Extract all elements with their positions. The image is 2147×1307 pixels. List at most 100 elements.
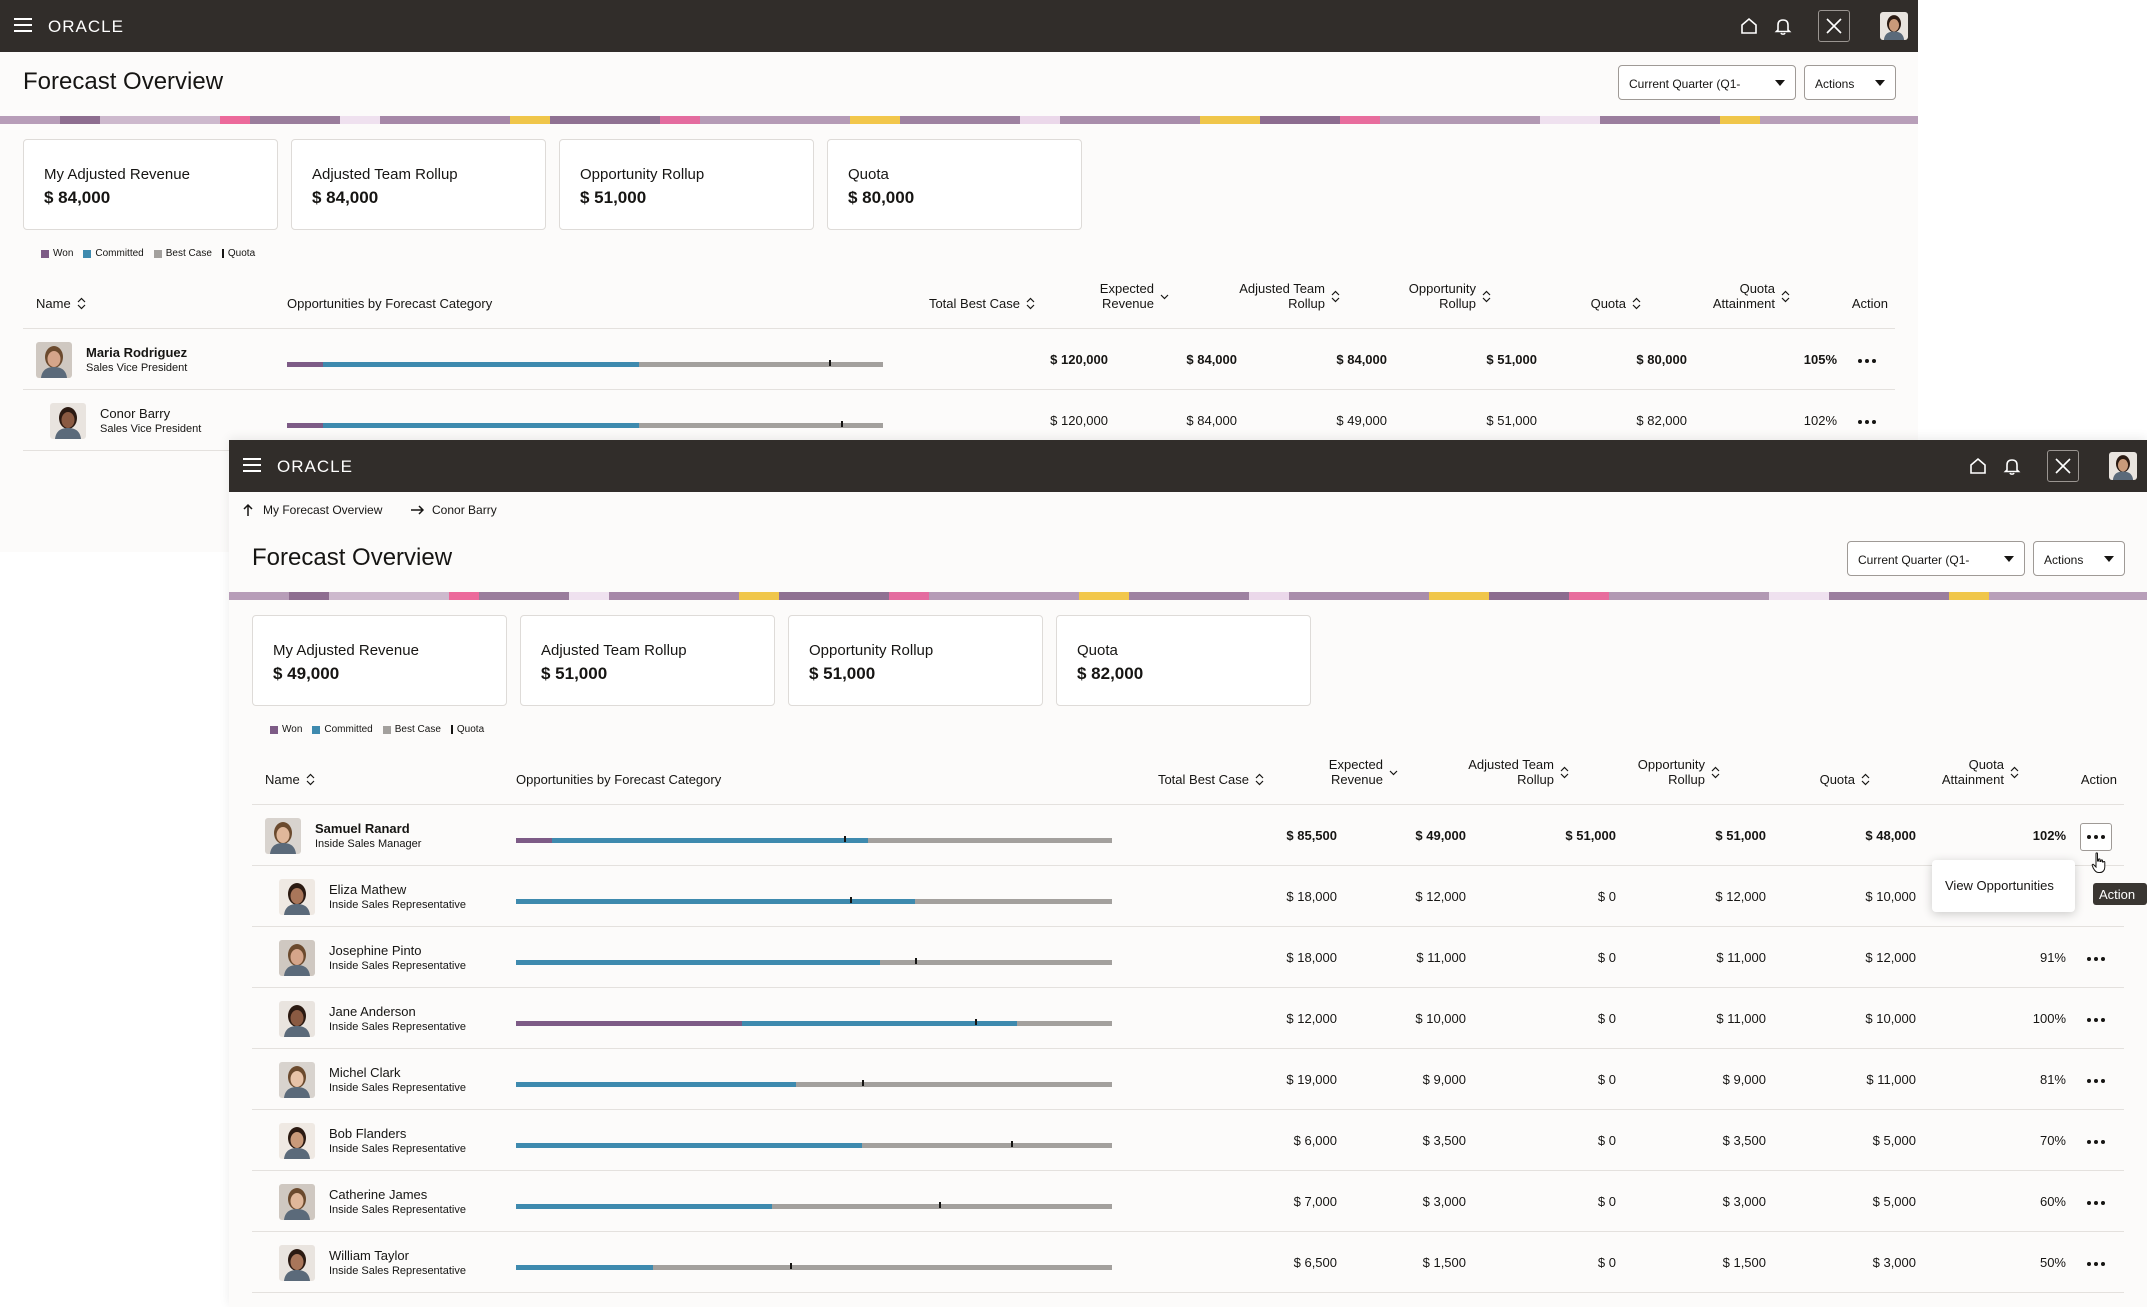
cell-opportunity-rollup: $ 3,000 — [1722, 1194, 1766, 1209]
legend-swatch — [312, 725, 321, 734]
person-name[interactable]: Michel Clark — [329, 1065, 401, 1080]
column-header-quota[interactable]: Quota — [1820, 772, 1870, 787]
legend-quota-marker — [221, 249, 224, 258]
row-action-button[interactable] — [1851, 347, 1883, 375]
legend-quota-marker — [450, 725, 453, 734]
person-name[interactable]: Catherine James — [329, 1187, 428, 1202]
cell-attainment: 102% — [1803, 413, 1837, 428]
brand-header: ORACLE — [229, 440, 2147, 492]
customize-icon[interactable] — [2047, 450, 2079, 482]
view-opportunities-menu-item[interactable]: View Opportunities — [1945, 878, 2054, 893]
breadcrumb-parent-label: My Forecast Overview — [263, 503, 383, 517]
person-name[interactable]: Maria Rodriguez — [86, 345, 188, 360]
row-action-button[interactable] — [2080, 1006, 2112, 1034]
person-role: Inside Sales Representative — [329, 960, 466, 972]
quota-marker — [841, 421, 844, 427]
won-segment — [516, 838, 552, 843]
bell-icon[interactable] — [2001, 455, 2023, 477]
home-icon[interactable] — [1738, 15, 1760, 37]
column-header-quota-attainment[interactable]: Quota Attainment — [1713, 281, 1790, 311]
legend-label: Won — [282, 724, 303, 735]
column-header-label: Expected Revenue — [1329, 757, 1383, 787]
hamburger-icon[interactable] — [14, 18, 32, 32]
sort-icon[interactable] — [77, 297, 86, 310]
table-row: Josephine Pinto Inside Sales Representati… — [252, 927, 2124, 988]
actions-button[interactable]: Actions — [2033, 541, 2125, 576]
sort-descending-icon[interactable] — [1389, 766, 1398, 779]
column-header-total-best-case[interactable]: Total Best Case — [1158, 772, 1264, 787]
won-segment — [287, 362, 323, 367]
column-header-adjusted-team-rollup[interactable]: Adjusted Team Rollup — [1468, 757, 1569, 787]
action-menu[interactable]: View Opportunities — [1932, 860, 2075, 912]
column-header-label: Total Best Case — [1157, 772, 1249, 787]
cell-quota: $ 80,000 — [1636, 352, 1687, 367]
legend-label: Quota — [456, 724, 485, 735]
committed-segment — [516, 1265, 654, 1270]
cell-expected-revenue: $ 49,000 — [1415, 828, 1466, 843]
sort-icon[interactable] — [1560, 766, 1569, 779]
column-header-line: Attainment — [1712, 296, 1775, 311]
cell-attainment: 91% — [2039, 950, 2066, 965]
hamburger-icon[interactable] — [243, 458, 261, 472]
column-header-name[interactable]: Name — [265, 772, 315, 787]
row-action-button[interactable] — [2080, 1067, 2112, 1095]
row-action-button[interactable] — [2080, 1250, 2112, 1278]
person-name[interactable]: Eliza Mathew — [329, 882, 407, 897]
cell-adjusted-team-rollup: $ 0 — [1597, 1072, 1616, 1087]
column-header-adjusted-team-rollup[interactable]: Adjusted Team Rollup — [1239, 281, 1340, 311]
home-icon[interactable] — [1967, 455, 1989, 477]
sort-icon[interactable] — [1781, 290, 1790, 303]
cell-adjusted-team-rollup: $ 0 — [1597, 1255, 1616, 1270]
cell-attainment: 81% — [2039, 1072, 2066, 1087]
row-action-button[interactable] — [1851, 408, 1883, 436]
column-header-expected-revenue[interactable]: Expected Revenue — [1329, 757, 1398, 787]
sort-icon[interactable] — [1331, 290, 1340, 303]
column-header-opportunity-rollup[interactable]: Opportunity Rollup — [1409, 281, 1491, 311]
sort-icon[interactable] — [2010, 766, 2019, 779]
column-header-quota-attainment[interactable]: Quota Attainment — [1942, 757, 2019, 787]
column-header-quota[interactable]: Quota — [1591, 296, 1641, 311]
chevron-down-icon — [1775, 80, 1785, 86]
sort-icon[interactable] — [1482, 290, 1491, 303]
period-select[interactable]: Current Quarter (Q1- — [1847, 541, 2025, 576]
customize-icon[interactable] — [1818, 10, 1850, 42]
user-avatar[interactable] — [1880, 12, 1908, 40]
cell-attainment: 100% — [2032, 1011, 2066, 1026]
row-action-button[interactable] — [2080, 1128, 2112, 1156]
row-action-button[interactable] — [2080, 945, 2112, 973]
person-name[interactable]: Samuel Ranard — [315, 821, 410, 836]
sort-descending-icon[interactable] — [1160, 290, 1169, 303]
person-name[interactable]: Josephine Pinto — [329, 943, 422, 958]
period-select[interactable]: Current Quarter (Q1- — [1618, 65, 1796, 100]
sort-icon[interactable] — [1255, 773, 1264, 786]
person-name[interactable]: William Taylor — [329, 1248, 409, 1263]
sort-icon[interactable] — [306, 773, 315, 786]
sort-icon[interactable] — [1632, 297, 1641, 310]
person-name[interactable]: Jane Anderson — [329, 1004, 416, 1019]
column-header-opportunities: Opportunities by Forecast Category — [287, 296, 492, 311]
kpi-card: My Adjusted Revenue $ 49,000 — [252, 615, 507, 706]
sort-icon[interactable] — [1861, 773, 1870, 786]
person-name[interactable]: Bob Flanders — [329, 1126, 407, 1141]
avatar — [279, 1062, 315, 1098]
sort-icon[interactable] — [1711, 766, 1720, 779]
avatar — [265, 818, 301, 854]
user-avatar[interactable] — [2109, 452, 2137, 480]
kpi-card: Adjusted Team Rollup $ 51,000 — [520, 615, 775, 706]
legend-item-won: Won — [41, 248, 73, 259]
cell-total-best-case: $ 19,000 — [1286, 1072, 1337, 1087]
column-header-total-best-case[interactable]: Total Best Case — [929, 296, 1035, 311]
sort-icon[interactable] — [1026, 297, 1035, 310]
column-header-name[interactable]: Name — [36, 296, 86, 311]
row-action-button[interactable] — [2080, 1189, 2112, 1217]
column-header-expected-revenue[interactable]: Expected Revenue — [1100, 281, 1169, 311]
row-action-button[interactable] — [2080, 823, 2112, 851]
cell-adjusted-team-rollup: $ 0 — [1597, 1194, 1616, 1209]
person-name[interactable]: Conor Barry — [100, 406, 171, 421]
table-row: Samuel Ranard Inside Sales Manager $ 85,50… — [252, 805, 2124, 866]
breadcrumb-parent[interactable]: My Forecast Overview — [241, 503, 382, 517]
column-header-opportunity-rollup[interactable]: Opportunity Rollup — [1638, 757, 1720, 787]
bell-icon[interactable] — [1772, 15, 1794, 37]
column-header-line: Rollup — [1439, 296, 1476, 311]
actions-button[interactable]: Actions — [1804, 65, 1896, 100]
